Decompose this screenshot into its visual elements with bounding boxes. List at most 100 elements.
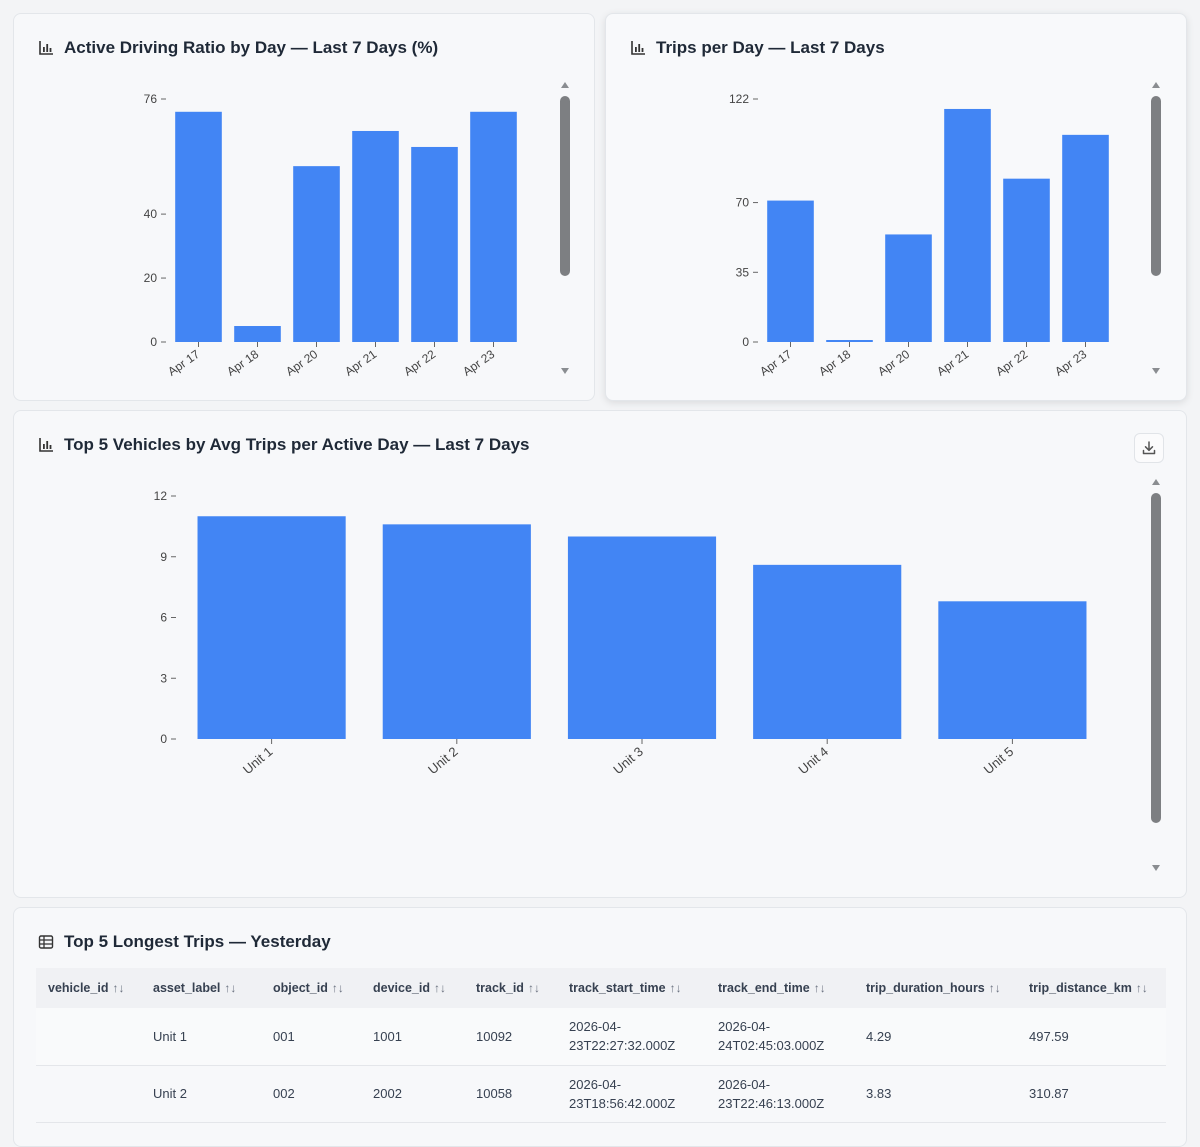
y-tick-label: 12 xyxy=(154,489,168,503)
x-tick-label: Unit 2 xyxy=(425,744,461,777)
cell-vehicle-id xyxy=(36,1065,141,1123)
top-vehicles-title-row: Top 5 Vehicles by Avg Trips per Active D… xyxy=(38,435,529,455)
timestamp-line: 2026-04- xyxy=(718,1076,771,1092)
timestamp-line: 24T02:45:03.000Z xyxy=(718,1038,825,1054)
sort-icon[interactable]: ↑↓ xyxy=(527,981,540,995)
bar-chart-icon xyxy=(39,41,53,55)
column-header-track-start-time[interactable]: track_start_time ↑↓ xyxy=(557,968,706,1008)
cell-vehicle-id xyxy=(36,1008,141,1066)
scroll-thumb[interactable] xyxy=(560,96,570,276)
scroll-down-arrow-icon[interactable] xyxy=(1152,865,1160,871)
bar[interactable] xyxy=(826,340,873,342)
column-header-track-end-time[interactable]: track_end_time ↑↓ xyxy=(706,968,854,1008)
bar[interactable] xyxy=(197,516,346,739)
cell-trip-distance-km: 497.59 xyxy=(1017,1008,1166,1066)
longest-trips-card: Top 5 Longest Trips — Yesterday vehicle_… xyxy=(13,907,1187,1147)
bar[interactable] xyxy=(382,524,531,739)
driving-ratio-card: Active Driving Ratio by Day — Last 7 Day… xyxy=(13,13,595,401)
download-button[interactable] xyxy=(1134,433,1164,463)
bar[interactable] xyxy=(567,536,717,740)
bar[interactable] xyxy=(175,111,222,342)
bar[interactable] xyxy=(753,564,902,739)
driving-ratio-title: Active Driving Ratio by Day — Last 7 Day… xyxy=(64,38,439,57)
sort-icon[interactable]: ↑↓ xyxy=(224,981,237,995)
x-tick-label: Apr 18 xyxy=(224,347,261,379)
column-header-trip-distance-km[interactable]: trip_distance_km ↑↓ xyxy=(1017,968,1166,1008)
column-header-track-id[interactable]: track_id ↑↓ xyxy=(464,968,557,1008)
scroll-thumb[interactable] xyxy=(1151,96,1161,276)
longest-trips-table: vehicle_id ↑↓ asset_label ↑↓ object_id ↑↓ devi… xyxy=(36,968,1166,1123)
sort-icon[interactable]: ↑↓ xyxy=(669,981,682,995)
sort-icon[interactable]: ↑↓ xyxy=(433,981,446,995)
column-header-label: track_id xyxy=(476,981,524,995)
scroll-thumb[interactable] xyxy=(1151,493,1161,823)
x-tick-label: Apr 21 xyxy=(934,347,971,379)
bar[interactable] xyxy=(234,326,281,342)
cell-track-id: 10058 xyxy=(464,1065,557,1123)
timestamp-line: 23T22:46:13.000Z xyxy=(718,1095,825,1111)
scroll-up-arrow-icon[interactable] xyxy=(1152,479,1160,485)
top-vehicles-title: Top 5 Vehicles by Avg Trips per Active D… xyxy=(64,435,530,454)
column-header-vehicle-id[interactable]: vehicle_id ↑↓ xyxy=(36,968,141,1008)
table-row[interactable]: Unit 2 002 2002 10058 2026-04- 23T18:56:42.00… xyxy=(36,1065,1166,1123)
cell-asset-label: Unit 2 xyxy=(141,1065,261,1123)
column-header-asset-label[interactable]: asset_label ↑↓ xyxy=(141,968,261,1008)
bar[interactable] xyxy=(411,146,458,342)
column-header-object-id[interactable]: object_id ↑↓ xyxy=(261,968,361,1008)
driving-ratio-scrollbar[interactable] xyxy=(558,82,572,374)
sort-icon[interactable]: ↑↓ xyxy=(988,981,1001,995)
y-tick-label: 76 xyxy=(144,92,158,106)
bar[interactable] xyxy=(944,108,991,342)
scroll-up-arrow-icon[interactable] xyxy=(1152,82,1160,88)
x-tick-label: Unit 5 xyxy=(981,744,1017,777)
trips-per-day-scrollbar[interactable] xyxy=(1149,82,1163,374)
column-header-label: track_start_time xyxy=(569,981,666,995)
x-tick-label: Apr 23 xyxy=(1052,347,1089,379)
timestamp-line: 2026-04- xyxy=(569,1019,622,1035)
cell-track-id: 10092 xyxy=(464,1008,557,1066)
timestamp-line: 23T22:27:32.000Z xyxy=(569,1038,676,1054)
sort-icon[interactable]: ↑↓ xyxy=(813,981,826,995)
cell-track-start-time: 2026-04- 23T18:56:42.000Z xyxy=(557,1065,706,1123)
cell-object-id: 002 xyxy=(261,1065,361,1123)
bar[interactable] xyxy=(1062,134,1109,342)
bar[interactable] xyxy=(938,601,1087,739)
trips-per-day-chart: 0 35 70 122 Apr 17 Apr 18 Apr 20 Apr 21 Apr 22 Ap… xyxy=(729,92,1109,379)
scroll-down-arrow-icon[interactable] xyxy=(561,368,569,374)
sort-icon[interactable]: ↑↓ xyxy=(112,981,125,995)
y-tick-label: 6 xyxy=(160,611,167,625)
bar[interactable] xyxy=(352,130,399,342)
x-tick-label: Unit 4 xyxy=(795,744,831,777)
scroll-down-arrow-icon[interactable] xyxy=(1152,368,1160,374)
column-header-label: track_end_time xyxy=(718,981,810,995)
cell-track-start-time: 2026-04- 23T22:27:32.000Z xyxy=(557,1008,706,1066)
cell-object-id: 001 xyxy=(261,1008,361,1066)
timestamp-line: 2026-04- xyxy=(718,1019,771,1035)
top-vehicles-scrollbar[interactable] xyxy=(1149,479,1163,871)
sort-icon[interactable]: ↑↓ xyxy=(1135,981,1148,995)
bar[interactable] xyxy=(293,166,340,342)
scroll-up-arrow-icon[interactable] xyxy=(561,82,569,88)
column-header-trip-duration-hours[interactable]: trip_duration_hours ↑↓ xyxy=(854,968,1017,1008)
bar[interactable] xyxy=(885,234,932,342)
timestamp-line: 23T18:56:42.000Z xyxy=(569,1095,676,1111)
bar[interactable] xyxy=(1003,178,1050,342)
cell-trip-duration-hours: 4.29 xyxy=(854,1008,1017,1066)
table-header-row: vehicle_id ↑↓ asset_label ↑↓ object_id ↑↓ devi… xyxy=(36,968,1166,1008)
y-tick-label: 20 xyxy=(144,271,158,285)
table-row[interactable]: Unit 1 001 1001 10092 2026-04- 23T22:27:32.00… xyxy=(36,1008,1166,1066)
sort-icon[interactable]: ↑↓ xyxy=(331,981,344,995)
x-tick-label: Unit 1 xyxy=(240,744,276,777)
bar[interactable] xyxy=(767,200,814,342)
trips-per-day-card: Trips per Day — Last 7 Days 0 35 70 122 Apr … xyxy=(605,13,1187,401)
column-header-device-id[interactable]: device_id ↑↓ xyxy=(361,968,464,1008)
cell-device-id: 2002 xyxy=(361,1065,464,1123)
x-tick-label: Unit 3 xyxy=(610,744,646,777)
x-tick-label: Apr 21 xyxy=(342,347,379,379)
bar[interactable] xyxy=(470,111,517,342)
column-header-label: trip_distance_km xyxy=(1029,981,1132,995)
cell-track-end-time: 2026-04- 24T02:45:03.000Z xyxy=(706,1008,854,1066)
driving-ratio-chart: 0 20 40 76 Apr 17 Apr 18 Apr 20 Apr 21 Apr 22 Apr… xyxy=(144,92,517,379)
longest-trips-title-row: Top 5 Longest Trips — Yesterday xyxy=(38,932,331,952)
longest-trips-title: Top 5 Longest Trips — Yesterday xyxy=(64,932,331,951)
